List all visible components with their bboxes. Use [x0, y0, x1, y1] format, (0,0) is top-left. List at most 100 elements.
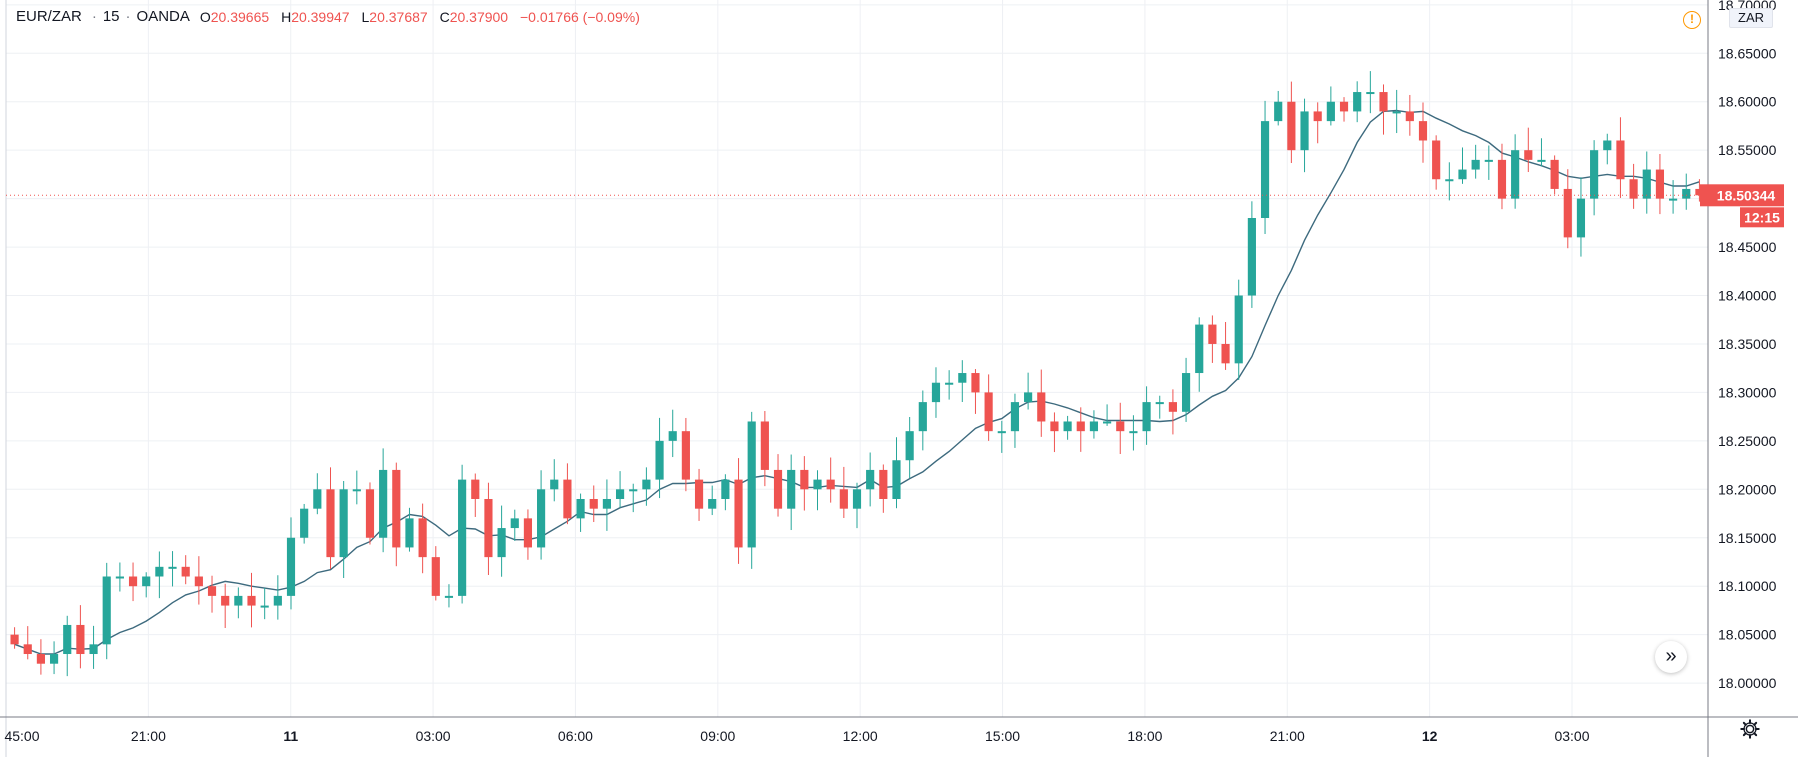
candle-body: [1024, 392, 1033, 403]
ohlc-values: O20.39665 H20.39947 L20.37687 C20.37900 …: [200, 9, 640, 25]
time-tick-label: 12: [1422, 728, 1438, 744]
candle-body: [234, 595, 243, 606]
price-tick-label: 18.40000: [1718, 288, 1777, 304]
candle-body: [602, 498, 611, 509]
countdown-tag: [1740, 207, 1784, 228]
change-value: −0.01766 (−0.09%): [520, 8, 640, 25]
candle-body: [918, 402, 927, 432]
candle-body: [839, 489, 848, 509]
price-tick-label: 18.35000: [1718, 336, 1777, 352]
candle-body: [76, 624, 85, 655]
candle-body: [142, 576, 151, 587]
candles-layer: [10, 71, 1704, 677]
candle-body: [1682, 188, 1691, 199]
candle-body: [1405, 111, 1414, 122]
candle-body: [668, 431, 677, 441]
time-tick-label: 09:00: [700, 728, 735, 744]
candle-body: [181, 566, 190, 577]
low-value: 20.37687: [369, 8, 428, 25]
moving-average-line: [14, 109, 1700, 655]
candle-body: [1497, 159, 1507, 199]
candle-body: [1392, 111, 1401, 114]
candle-body: [1063, 421, 1072, 432]
countdown-text: 12:15: [1744, 209, 1780, 225]
candle-body: [826, 479, 835, 490]
candle-body: [1195, 324, 1204, 374]
candle-body: [510, 518, 519, 529]
candle-body: [379, 469, 388, 538]
candle-body: [1076, 421, 1085, 432]
time-tick-label: 03:00: [1554, 728, 1589, 744]
symbol-legend[interactable]: EUR/ZAR · 15 · OANDA O20.39665 H20.39947…: [16, 8, 640, 25]
candle-body: [1313, 111, 1322, 122]
candle-body: [365, 489, 375, 538]
candle-body: [892, 460, 901, 499]
candle-body: [1655, 169, 1665, 199]
candle-body: [1155, 402, 1164, 405]
candle-body: [1103, 421, 1112, 424]
candle-body: [1669, 198, 1678, 201]
candle-body: [49, 654, 59, 664]
candle-body: [879, 469, 888, 499]
moving-average-layer: [14, 109, 1700, 655]
candle-body: [655, 440, 664, 480]
candle-body: [813, 479, 822, 490]
candle-body: [392, 469, 401, 548]
price-tick-label: 18.10000: [1718, 578, 1777, 594]
candle-body: [63, 624, 72, 655]
exclamation-circle-icon[interactable]: !: [1683, 11, 1701, 29]
candle-body: [537, 489, 546, 548]
candle-body: [1616, 140, 1625, 180]
candle-body: [102, 576, 111, 645]
chart-grid: [5, 0, 1708, 717]
candle-body: [313, 489, 322, 509]
candle-body: [642, 479, 651, 490]
candle-body: [984, 392, 993, 432]
candle-body: [1168, 402, 1177, 412]
candle-body: [1484, 159, 1493, 162]
candle-body: [787, 469, 796, 509]
separator-dot: ·: [125, 8, 131, 25]
currency-button[interactable]: ZAR: [1729, 8, 1773, 28]
interval-label[interactable]: 15: [102, 8, 120, 25]
candle-body: [431, 557, 440, 596]
double-chevron-right-icon[interactable]: »: [1655, 641, 1687, 673]
candle-body: [1300, 111, 1309, 151]
gear-icon[interactable]: [1739, 718, 1761, 740]
candle-body: [721, 479, 730, 499]
time-tick-label: 11: [283, 728, 298, 744]
candle-body: [89, 644, 98, 655]
candle-body: [760, 421, 769, 470]
candle-body: [1511, 150, 1520, 199]
candle-body: [497, 528, 506, 558]
candle-body: [1524, 150, 1533, 160]
candle-body: [1642, 169, 1651, 199]
candle-body: [1339, 101, 1349, 112]
candle-body: [1129, 431, 1138, 434]
candle-body: [1116, 421, 1125, 432]
candle-body: [247, 595, 256, 606]
candle-body: [273, 595, 282, 606]
candle-body: [1366, 92, 1375, 95]
candle-body: [997, 431, 1006, 434]
price-tick-label: 18.60000: [1718, 94, 1777, 110]
candle-body: [1550, 159, 1559, 189]
candle-body: [576, 498, 585, 519]
time-tick-label: 21:00: [1270, 728, 1305, 744]
candle-body: [1590, 150, 1599, 199]
candle-body: [694, 479, 704, 509]
candle-body: [221, 595, 230, 606]
price-tick-label: 18.55000: [1718, 142, 1777, 158]
open-key: O: [199, 8, 211, 25]
close-value: 20.37900: [449, 8, 509, 25]
candle-body: [471, 479, 480, 499]
price-tick-label: 18.45000: [1718, 239, 1777, 255]
candle-body: [866, 469, 875, 490]
candle-body: [36, 654, 45, 664]
candle-body: [681, 431, 690, 480]
symbol-name[interactable]: EUR/ZAR: [16, 8, 82, 25]
candle-body: [286, 537, 296, 596]
